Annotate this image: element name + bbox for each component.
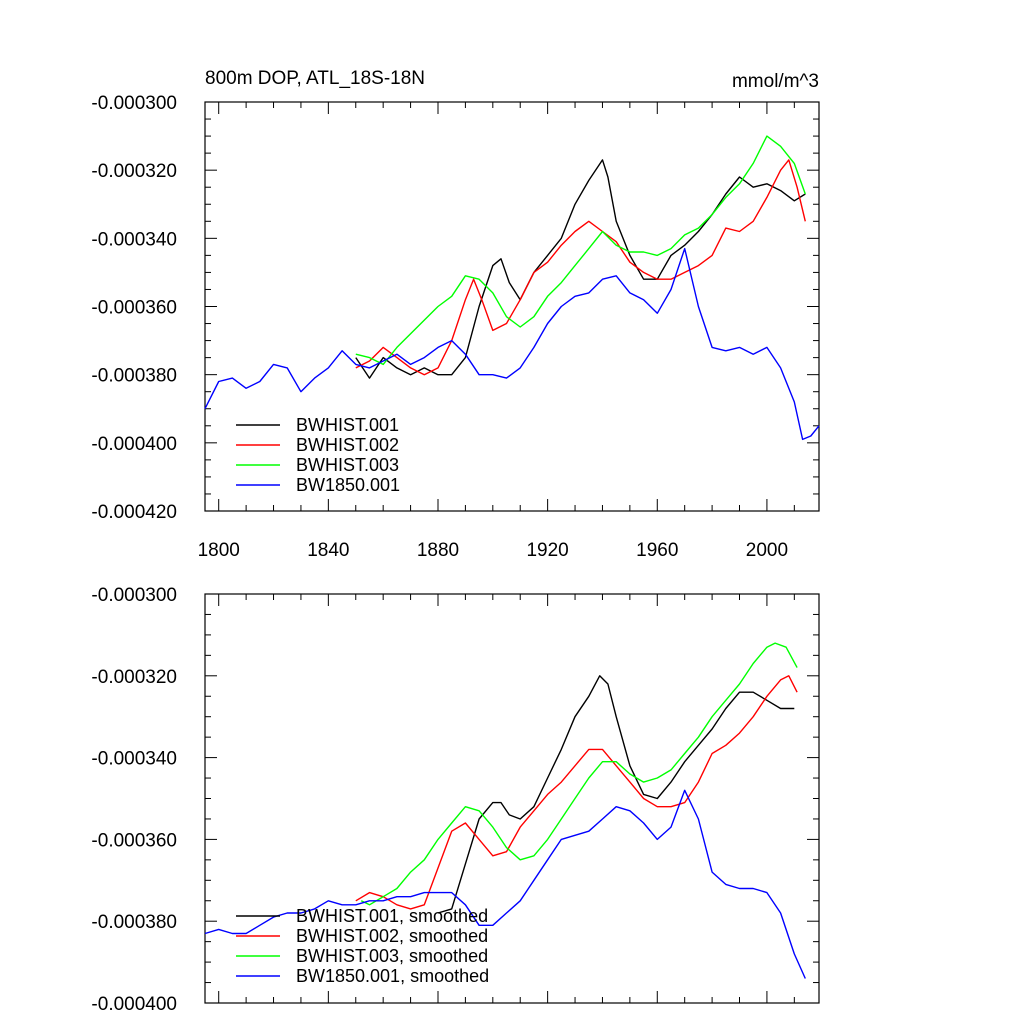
bottom-legend-label: BWHIST.002, smoothed — [296, 926, 488, 946]
bottom-y-tick-label: -0.000300 — [91, 585, 177, 606]
bottom-axis-ticks: -0.000300 -0.000320 -0.000340 -0.000360 -0.0… — [91, 585, 819, 1015]
top-y-tick-label: -0.000300 — [91, 93, 177, 114]
top-plot-title: 800m DOP, ATL_18S-18N — [205, 68, 425, 89]
bottom-y-tick-label: -0.000340 — [91, 749, 177, 770]
bottom-y-tick-label: -0.000360 — [91, 830, 177, 851]
bottom-series-line-1 — [437, 675, 795, 914]
bottom-series-lines — [204, 642, 806, 979]
bottom-legend-label: BWHIST.003, smoothed — [296, 946, 488, 966]
top-series-lines — [204, 135, 820, 441]
top-y-tick-label: -0.000400 — [91, 434, 177, 455]
top-legend-label: BWHIST.001 — [296, 415, 399, 435]
top-x-tick-label: 1840 — [307, 540, 349, 561]
top-series-line-4 — [204, 247, 820, 441]
top-x-tick-label: 1800 — [198, 540, 240, 561]
top-y-tick-label: -0.000340 — [91, 229, 177, 250]
bottom-y-tick-label: -0.000380 — [91, 912, 177, 933]
bottom-plot-panel: -0.000300 -0.000320 -0.000340 -0.000360 -0.0… — [91, 585, 820, 1015]
bottom-legend-label: BWHIST.001, smoothed — [296, 906, 488, 926]
bottom-legend-label: BW1850.001, smoothed — [296, 966, 489, 986]
top-series-line-3 — [355, 135, 806, 366]
top-plot-units: mmol/m^3 — [732, 71, 819, 92]
top-x-tick-label: 1920 — [526, 540, 568, 561]
top-y-tick-label: -0.000360 — [91, 298, 177, 319]
top-x-tick-label: 1960 — [636, 540, 678, 561]
bottom-y-tick-label: -0.000400 — [91, 994, 177, 1015]
top-y-tick-label: -0.000380 — [91, 366, 177, 387]
top-legend-label: BW1850.001 — [296, 475, 400, 495]
bottom-series-line-4 — [204, 789, 806, 979]
top-series-line-1 — [355, 159, 806, 379]
bottom-series-line-2 — [355, 675, 798, 910]
top-x-tick-label: 2000 — [746, 540, 788, 561]
top-legend-label: BWHIST.003 — [296, 455, 399, 475]
top-legend-label: BWHIST.002 — [296, 435, 399, 455]
bottom-y-tick-label: -0.000320 — [91, 667, 177, 688]
top-x-tick-label: 1880 — [417, 540, 459, 561]
bottom-series-line-3 — [360, 642, 798, 906]
top-series-line-2 — [355, 159, 806, 376]
top-axis-ticks: 1800 1840 1880 1920 1960 2000 -0.000300 -0.0003… — [91, 93, 819, 561]
top-plot-panel: 800m DOP, ATL_18S-18N mmol/m^3 1800 1840 1… — [91, 68, 820, 561]
top-y-tick-label: -0.000420 — [91, 502, 177, 523]
top-y-tick-label: -0.000320 — [91, 161, 177, 182]
